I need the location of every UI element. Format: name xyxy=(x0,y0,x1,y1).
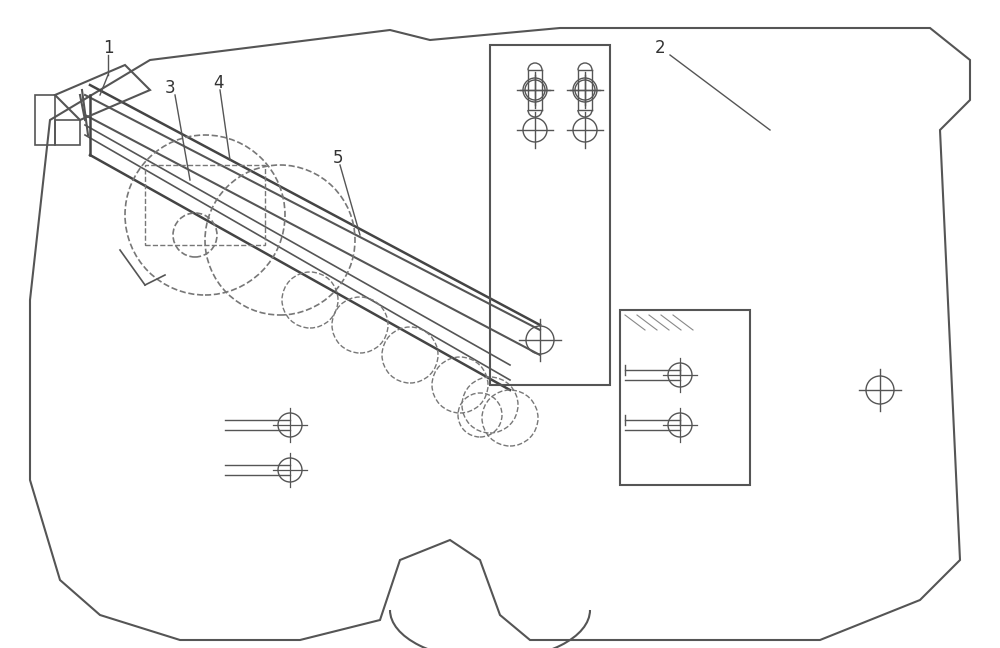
Text: 2: 2 xyxy=(655,39,665,57)
Text: 3: 3 xyxy=(165,79,175,97)
Bar xyxy=(145,165,265,245)
Text: 1: 1 xyxy=(103,39,113,57)
Bar xyxy=(620,310,750,485)
Text: 5: 5 xyxy=(333,149,343,167)
Text: 4: 4 xyxy=(213,74,223,92)
Bar xyxy=(490,45,610,385)
